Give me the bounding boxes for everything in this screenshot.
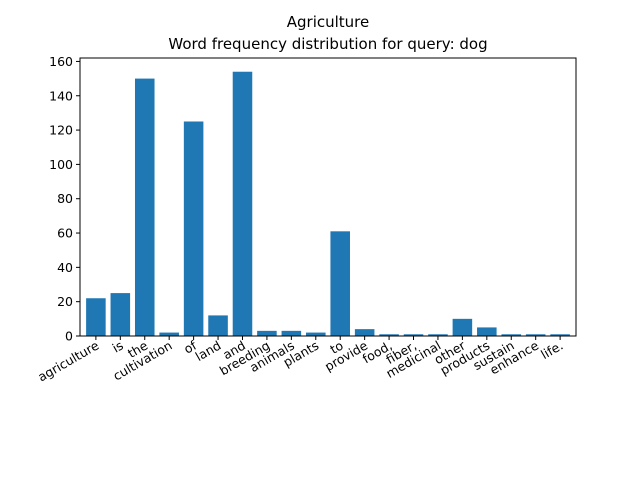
chart-subtitle: Word frequency distribution for query: d… [168,35,487,53]
bar-18 [525,334,546,336]
y-tick-label: 80 [57,191,73,206]
bar-12 [379,334,399,336]
x-tick-label: agriculture [35,337,102,384]
bar-7 [257,330,277,336]
bar-15 [452,318,473,336]
y-tick-label: 140 [49,88,73,103]
chart-title: Agriculture [287,13,370,31]
y-axis: 0 20 40 60 80 100 120 140 160 [49,54,80,344]
bar-13 [403,334,424,336]
x-tick-label: is [110,338,126,356]
bar-3 [159,332,179,336]
bar-16 [477,327,497,336]
bar-19 [550,334,570,336]
plot-frame [79,57,577,337]
bar-9 [306,332,326,336]
bar-1 [110,293,131,336]
y-tick-label: 100 [49,157,73,172]
bar-4 [183,121,204,337]
bar-0 [86,298,106,336]
y-tick-label: 60 [57,226,73,241]
bars-group [86,71,570,337]
x-tick-label: land [193,338,224,364]
bar-5 [208,315,228,336]
y-tick-label: 0 [65,329,73,344]
bar-6 [232,71,253,336]
y-tick-label: 120 [49,123,73,138]
x-tick-label: life. [538,338,565,362]
bar-8 [281,330,302,336]
y-tick-label: 20 [57,294,73,309]
bar-2 [134,78,155,336]
y-tick-label: 40 [57,260,73,275]
bar-14 [428,334,448,336]
bar-17 [501,334,522,336]
y-tick-label: 160 [49,54,73,69]
bar-10 [330,231,350,336]
bar-11 [354,329,375,336]
